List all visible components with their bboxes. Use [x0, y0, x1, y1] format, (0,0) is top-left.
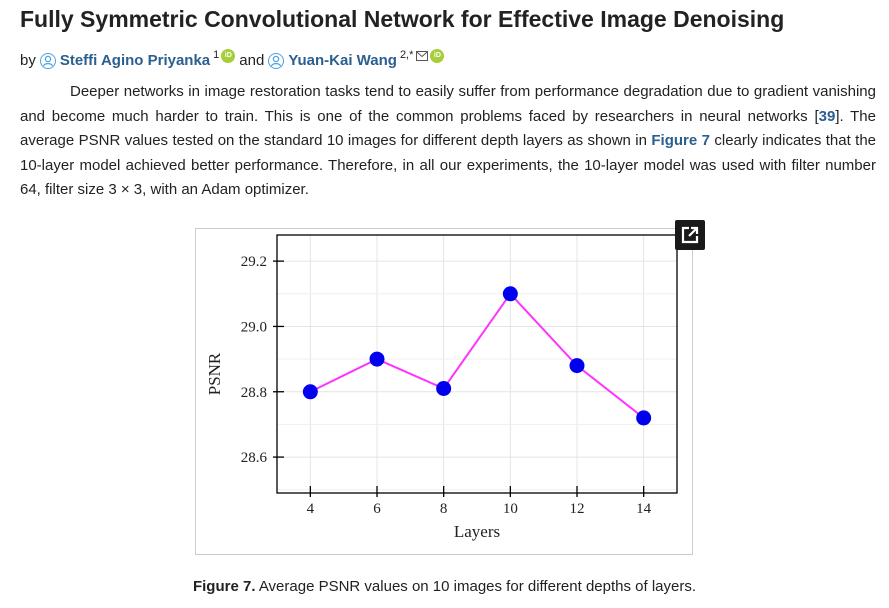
figure-container: 28.6 28.8 29.0 29.2 4 6 8 10 12 14 Layers PSNR — [195, 228, 693, 555]
expand-icon — [681, 226, 699, 244]
paragraph-text-2: ]. The average PSNR values tested on the… — [20, 107, 876, 150]
byline: by Steffi Agino Priyanka 1 iD and Yuan-K… — [20, 48, 445, 69]
x-tick-label: 6 — [373, 501, 381, 517]
figure-link[interactable]: Figure 7 — [651, 132, 710, 149]
plot-frame — [276, 234, 678, 494]
series-line — [309, 292, 645, 419]
reference-link[interactable]: 39 — [818, 107, 836, 125]
mail-icon[interactable] — [416, 50, 429, 61]
body-paragraph: Deeper networks in image restoration tas… — [20, 80, 876, 203]
x-tick-label: 8 — [440, 501, 448, 517]
caption-label: Figure 7. — [192, 578, 256, 595]
caption-text: Average PSNR values on 10 images for dif… — [255, 578, 697, 595]
paragraph-text-3: clearly indicates that the 10-layer mode… — [20, 132, 877, 198]
x-tick-label: 14 — [636, 501, 652, 517]
person-icon — [39, 52, 56, 69]
author-link-2[interactable]: Yuan-Kai Wang — [288, 52, 397, 69]
and-label: and — [239, 52, 265, 69]
person-icon — [268, 52, 285, 69]
by-label: by — [20, 52, 36, 69]
data-point — [569, 358, 585, 374]
expand-figure-button[interactable] — [675, 220, 705, 250]
article-title: Fully Symmetric Convolutional Network fo… — [20, 6, 785, 32]
data-point — [369, 351, 385, 367]
x-axis-label: Layers — [454, 522, 500, 541]
paragraph-text-1: Deeper networks in image restoration tas… — [20, 83, 876, 125]
data-point — [302, 384, 318, 400]
data-point — [436, 380, 452, 396]
author-affiliation-1: 1 — [213, 48, 220, 61]
data-point — [636, 410, 652, 426]
orcid-icon[interactable]: iD — [221, 48, 236, 63]
x-tick-label: 10 — [503, 501, 518, 517]
orcid-icon[interactable]: iD — [430, 48, 445, 63]
y-tick-label: 28.6 — [241, 450, 268, 466]
y-tick-label: 29.2 — [241, 254, 267, 270]
author-affiliation-2: 2,* — [399, 48, 414, 61]
x-tick-label: 4 — [307, 501, 315, 517]
y-tick-label: 28.8 — [241, 385, 267, 401]
author-link-1[interactable]: Steffi Agino Priyanka — [59, 52, 211, 69]
x-tick-label: 12 — [570, 501, 585, 517]
figure-caption: Figure 7. Average PSNR values on 10 imag… — [0, 578, 889, 595]
psnr-line-chart: 28.6 28.8 29.0 29.2 4 6 8 10 12 14 Layers PSNR — [205, 234, 678, 541]
y-tick-label: 29.0 — [241, 319, 267, 335]
data-point — [502, 286, 518, 302]
y-axis-label: PSNR — [205, 352, 224, 395]
